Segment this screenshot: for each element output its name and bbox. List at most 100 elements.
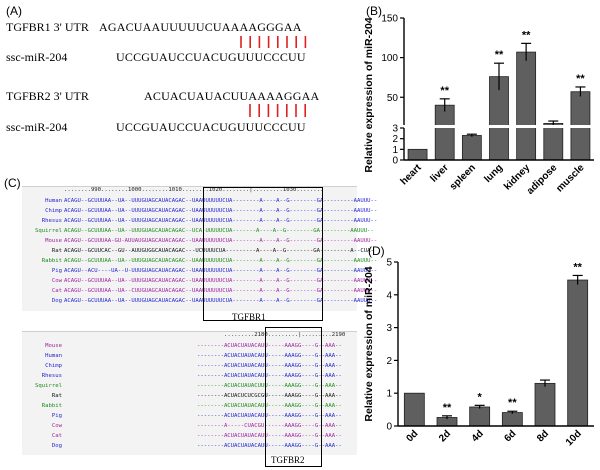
aligned-sequence: --------ACUACUAUACAUU-----AAAGG----G--AA… <box>197 413 342 419</box>
aligned-sequence: ACAGU--GCUUUAA--UA--CUUGUAGCAUACAGAC--UA… <box>64 288 378 294</box>
mir204-sequence-1: UCCGUAUCCUACUGUUUCCCUU <box>116 50 306 64</box>
aligned-sequence: ACAGU--GCUUUAA-GU-AUUAUGUAGCAUACAGAC--UA… <box>64 238 378 244</box>
significance-mark: ** <box>440 85 449 97</box>
species-name: Rat <box>51 248 62 254</box>
alignment-row: Rhesus ACAGU--GCUUUAA--UA--UUUGUAGCAUACAG… <box>22 217 377 226</box>
species-name: Human <box>45 198 62 204</box>
bar <box>567 279 589 427</box>
tgfbr2-box-label: TGFBR2 <box>271 455 305 465</box>
alignment-row: Rat ACAGU--GCUUCAC--GU--AUUGUGGCAUACAGAC-… <box>22 247 374 256</box>
y-tick-label: 1 <box>386 389 392 400</box>
alignment-row: Rabbit ACAGU--GCUUUAA--UA--UUUGUAGCAUACAG… <box>22 257 377 266</box>
mir204-label-2: ssc-miR-204 <box>6 120 68 134</box>
aligned-sequence: --------ACUACUAUACAUU-----AAAGG----G--AA… <box>197 403 342 409</box>
x-tick-label: liver <box>429 162 451 184</box>
species-name: Rhesus <box>41 373 62 379</box>
tgfbr2-site-box <box>265 327 322 467</box>
alignment-top-ruler: ........990........1000........1010.....… <box>64 187 324 193</box>
aligned-sequence: ACAGU--GCUUUAA--UA--UUUGUAGCAUACAGAC--UA… <box>64 218 378 224</box>
y-tick-label: 1 <box>392 145 398 156</box>
significance-mark: ** <box>522 29 531 41</box>
y-tick-label: 2 <box>386 356 392 367</box>
alignment-row: Rhesus --------ACUACUAUACAUU-----AAAGG---… <box>22 372 357 381</box>
x-tick-label: 2d <box>437 428 453 444</box>
y-tick-label: 3 <box>392 124 398 135</box>
y-tick-label: 150 <box>381 14 398 25</box>
species-name: Rhesus <box>41 218 62 224</box>
alignment-row: Cow ACAGU--GCUUUAA--UA--UUUGUAGCAUACAGAC-… <box>22 277 377 286</box>
y-tick-label: 4 <box>386 290 392 301</box>
aligned-sequence: ACAGU--ACU----UA--U-UUUGUAGCAUACAGAC--UA… <box>64 268 378 274</box>
bar <box>469 406 491 427</box>
x-tick-label: heart <box>399 162 425 188</box>
aligned-sequence: --------ACUACUCUCGCGU-----AAAGG----G--AA… <box>197 393 342 399</box>
significance-mark: ** <box>443 402 452 414</box>
species-name: Pig <box>51 413 62 419</box>
species-name: Human <box>45 353 62 359</box>
bar <box>407 148 428 161</box>
species-name: Mouse <box>45 238 62 244</box>
aligned-sequence: --------ACUACUAUACAUU-----AAAGG----G--AA… <box>197 343 342 349</box>
alignment-row: Mouse --------ACUACUAUACAUU-----AAAGG----… <box>22 342 357 351</box>
species-name: Cat <box>51 433 62 439</box>
mir204-sequence-2: UCCGUAUCCUACUGUUUCCCUU <box>116 120 306 134</box>
panel-c-label: (C) <box>4 176 21 190</box>
y-tick-label: 50 <box>387 93 399 104</box>
significance-mark: ** <box>573 261 582 273</box>
species-name: Squirrel <box>35 383 62 389</box>
alignment-row: Squirrel ACAGU--GCUUUAA--UA--UUUGUAGCAUAC… <box>22 227 374 236</box>
aligned-sequence: ACAGU--GCUUUAA--UA--UUUGUAGCAUACAGAC--UC… <box>64 228 374 234</box>
species-name: Dog <box>51 443 62 449</box>
significance-mark: ** <box>508 397 517 409</box>
bar <box>516 51 537 161</box>
aligned-sequence: --------ACUACUAUACUUU-----AAAGG----G--AA… <box>197 383 342 389</box>
species-name: Rabbit <box>41 403 62 409</box>
species-name: Rat <box>51 393 62 399</box>
alignment-row: Rat --------ACUACUCUCGCGU-----AAAGG----G-… <box>22 392 357 401</box>
y-tick-label: 2 <box>392 134 398 145</box>
significance-mark: ** <box>495 49 504 61</box>
x-tick-label: spleen <box>448 162 478 192</box>
alignment-top: ........990........1000........1010.....… <box>22 186 377 311</box>
bar <box>434 104 455 161</box>
y-tick-label: 0 <box>392 156 398 167</box>
tgfbr2-utr-label: TGFBR2 3' UTR <box>6 89 89 103</box>
species-name: Cat <box>51 288 62 294</box>
mir204-label-1: ssc-miR-204 <box>6 50 68 64</box>
tgfbr2-utr-sequence: ACUACUAUACUUAAAAGGAA <box>144 89 320 103</box>
aligned-sequence: --------ACUACUAUACAUU-----AAAGG----G--AA… <box>197 433 342 439</box>
aligned-sequence: ACAGU--GCUUUAA--UA--UUUGUAGCAUACAGAC--UA… <box>64 198 378 204</box>
alignment-row: Mouse ACAGU--GCUUUAA-GU-AUUAUGUAGCAUACAGA… <box>22 237 377 246</box>
alignment-row: Cat --------ACUACUAUACAUU-----AAAGG----G-… <box>22 432 357 441</box>
species-name: Chimp <box>45 363 62 369</box>
species-name: Squirrel <box>35 228 62 234</box>
panel-b-label: (B) <box>366 4 382 18</box>
bar <box>461 135 482 161</box>
bar <box>543 123 564 161</box>
base-pair-lines-tgfbr1 <box>240 36 307 48</box>
aligned-sequence: --------A-----CUACGU------AAAGG----G--AA… <box>197 423 342 429</box>
aligned-sequence: --------ACUACUAUACAUU-----AAAGG----G--AA… <box>197 373 342 379</box>
alignment-bottom: .........2180.........|.........2190 Mou… <box>22 331 357 455</box>
species-name: Cow <box>51 423 62 429</box>
y-tick-label: 0 <box>386 422 392 433</box>
alignment-row: Rabbit --------ACUACUAUACAUU-----AAAGG---… <box>22 402 357 411</box>
bar <box>403 392 425 427</box>
species-name: Cow <box>51 278 62 284</box>
x-tick-label: lung <box>482 162 505 185</box>
species-name: Chimp <box>45 208 62 214</box>
tgfbr1-utr-label: TGFBR1 3' UTR <box>6 20 89 34</box>
aligned-sequence: ACAGU--GCUUUAA--UA--UUUGUAGCAUACAGAC--UA… <box>64 278 378 284</box>
y-tick-label: 5 <box>386 258 392 269</box>
species-name: Pig <box>51 268 62 274</box>
y-axis-label: Relative expression of miR-204 <box>363 17 375 172</box>
bar <box>534 382 556 427</box>
alignment-row: Squirrel --------ACUACUAUACUUU-----AAAGG-… <box>22 382 357 391</box>
y-tick-label: 100 <box>381 53 398 64</box>
x-tick-label: 0d <box>404 428 420 444</box>
x-tick-label: 4d <box>470 428 486 444</box>
aligned-sequence: ACAGU--GCUUCAC--GU--AUUGUGGCAUACAGAC---U… <box>64 248 374 254</box>
aligned-sequence: --------ACUACUAUACAUU-----AAAGG----G--AA… <box>197 363 342 369</box>
base-pair-lines-tgfbr2 <box>249 104 307 117</box>
